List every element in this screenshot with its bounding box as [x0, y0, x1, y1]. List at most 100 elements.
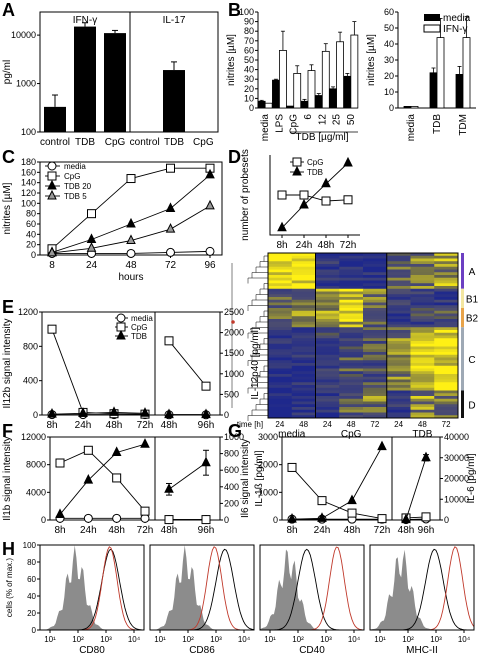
- x-tick-label: 10³: [430, 635, 442, 644]
- heatmap-cell: [315, 324, 340, 328]
- heatmap-cell: [434, 396, 459, 400]
- data-point: [287, 462, 297, 472]
- heatmap-cell: [410, 376, 435, 380]
- heatmap-cell: [434, 374, 459, 378]
- heatmap-cell: [339, 387, 364, 391]
- heatmap-cell: [339, 308, 364, 312]
- heatmap-cell: [291, 371, 316, 375]
- time-label: 24: [394, 420, 403, 429]
- heatmap-cell: [386, 338, 411, 342]
- y-tick-label: 0: [224, 515, 229, 525]
- heatmap-cell: [268, 283, 293, 287]
- data-point: [201, 381, 211, 391]
- legend-marker: [116, 313, 126, 323]
- data-point: [126, 217, 136, 228]
- heatmap-cell: [339, 305, 364, 309]
- x-tick-label: 24h: [296, 240, 313, 251]
- heatmap-cell: [434, 387, 459, 391]
- x-tick-label: control: [130, 137, 160, 148]
- heatmap-cell: [315, 280, 340, 284]
- series-line: [281, 162, 349, 229]
- heatmap-cell: [339, 354, 364, 358]
- heatmap-cell: [410, 310, 435, 314]
- heatmap-cell: [410, 294, 435, 298]
- heatmap-cell: [363, 261, 388, 265]
- heatmap-cell: [386, 321, 411, 325]
- heatmap-cell: [291, 352, 316, 356]
- legend-marker: [47, 161, 57, 171]
- cluster-label: D: [468, 400, 475, 411]
- heatmap-cell: [291, 319, 316, 323]
- heatmap-cell: [268, 324, 293, 328]
- data-point: [87, 209, 96, 219]
- data-point: [201, 515, 211, 525]
- heatmap-cell: [363, 253, 388, 257]
- heatmap-cell: [291, 363, 316, 367]
- y-tick-label: 3000: [258, 432, 278, 442]
- heatmap-cell: [315, 321, 340, 325]
- heatmap-cell: [363, 379, 388, 383]
- data-point: [112, 513, 122, 523]
- heatmap-cell: [434, 412, 459, 416]
- y-tick-label: 0: [444, 515, 449, 525]
- heatmap-cell: [268, 404, 293, 408]
- heatmap-cell: [291, 368, 316, 372]
- x-tick-label: 8: [49, 260, 55, 271]
- heatmap-cell: [268, 253, 293, 257]
- x-tick-label: 10⁴: [238, 635, 251, 644]
- x-axis-label: TDB [µg/ml]: [296, 132, 349, 143]
- heatmap-cell: [434, 275, 459, 279]
- heatmap-cell: [363, 368, 388, 372]
- heatmap-cell: [386, 365, 411, 369]
- x-tick-label: 24h: [75, 420, 92, 431]
- heatmap-cell: [315, 371, 340, 375]
- heatmap-cell: [386, 283, 411, 287]
- y-tick-label: 400: [224, 482, 239, 492]
- legend-swatch-ifng: [423, 24, 441, 33]
- heatmap-cell: [339, 393, 364, 397]
- heatmap-cell: [363, 258, 388, 262]
- heatmap-cell: [291, 343, 316, 347]
- heatmap-cell: [291, 335, 316, 339]
- panel-label-B: B: [228, 0, 241, 20]
- heatmap-cell: [291, 385, 316, 389]
- heatmap-cell: [268, 302, 293, 306]
- heatmap-cell: [410, 261, 435, 265]
- heatmap-cell: [291, 305, 316, 309]
- time-label: 72: [370, 420, 379, 429]
- heatmap-cell: [410, 253, 435, 257]
- heatmap-cell: [386, 253, 411, 257]
- heatmap-cell: [386, 255, 411, 259]
- heatmap-cell: [291, 398, 316, 402]
- data-point: [164, 408, 174, 419]
- y-tick-label: 0: [224, 410, 229, 420]
- heatmap-cell: [339, 382, 364, 386]
- legend-marker: [47, 189, 57, 200]
- heatmap-cell: [363, 338, 388, 342]
- y-tick-label: 12000: [21, 432, 46, 442]
- series-line: [51, 205, 211, 254]
- heatmap-cell: [315, 398, 340, 402]
- data-point: [347, 508, 357, 518]
- data-point: [377, 440, 387, 451]
- data-point: [299, 198, 309, 209]
- x-tick-label: media: [406, 114, 417, 142]
- heatmap-cell: [315, 374, 340, 378]
- x-tick-label: TDB: [164, 137, 184, 148]
- heatmap-cell: [339, 346, 364, 350]
- heatmap-cell: [315, 264, 340, 268]
- heatmap-cell: [268, 360, 293, 364]
- heatmap-cell: [386, 258, 411, 262]
- heatmap-cell: [363, 365, 388, 369]
- y-tick-label: 40: [244, 65, 254, 75]
- heatmap-cell: [410, 393, 435, 397]
- heatmap-cell: [363, 376, 388, 380]
- heatmap-cell: [363, 313, 388, 317]
- heatmap-cell: [315, 327, 340, 331]
- heatmap-cell: [434, 371, 459, 375]
- series-line: [59, 449, 146, 512]
- bar: [74, 26, 96, 133]
- heatmap-cell: [434, 335, 459, 339]
- heatmap-cell: [386, 352, 411, 356]
